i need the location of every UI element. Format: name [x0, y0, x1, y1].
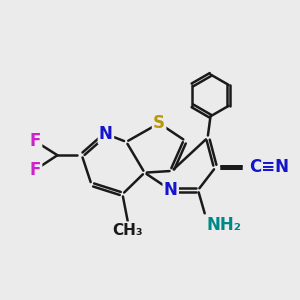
Text: CH₃: CH₃: [112, 223, 143, 238]
Text: F: F: [30, 132, 41, 150]
Text: C≡N: C≡N: [249, 158, 289, 176]
Text: NH₂: NH₂: [206, 216, 241, 234]
Text: N: N: [99, 125, 113, 143]
Text: F: F: [30, 161, 41, 179]
Text: N: N: [164, 181, 178, 199]
Text: S: S: [153, 114, 165, 132]
